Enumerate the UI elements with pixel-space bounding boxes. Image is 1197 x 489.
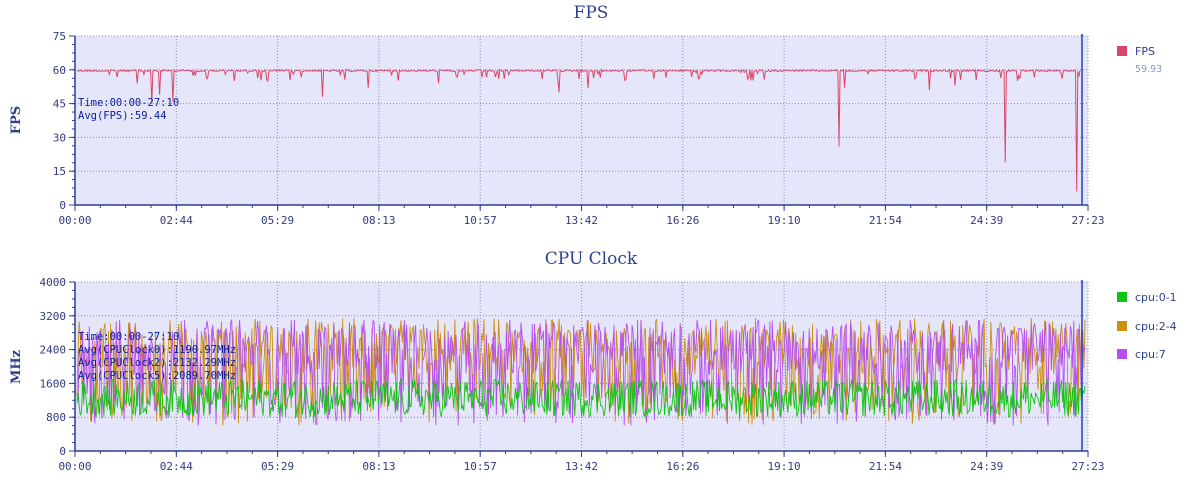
cpu-series-line-cpu-2-4 bbox=[76, 317, 1086, 426]
x-tick-label: 27:23 bbox=[1071, 460, 1104, 473]
x-tick-label: 02:44 bbox=[160, 214, 193, 227]
legend-value-fps: 59.93 bbox=[1135, 64, 1162, 75]
y-tick-label: 4000 bbox=[40, 276, 67, 289]
x-tick-label: 08:13 bbox=[362, 214, 395, 227]
y-tick-label: 75 bbox=[53, 30, 66, 43]
cpu-average-clock2: Avg(CPUClock2):2132.29MHz bbox=[78, 357, 236, 369]
legend-swatch-fps bbox=[1117, 46, 1127, 56]
y-tick-label: 800 bbox=[46, 411, 66, 424]
cpu-y-axis-label: MHz bbox=[9, 350, 24, 384]
legend-swatch-cpu-0-1 bbox=[1117, 292, 1127, 302]
y-tick-label: 30 bbox=[53, 131, 66, 144]
x-tick-label: 21:54 bbox=[869, 214, 902, 227]
legend-label-fps: FPS bbox=[1135, 45, 1155, 58]
cpu-series-line-cpu-7 bbox=[76, 318, 1086, 426]
y-tick-label: 60 bbox=[53, 64, 66, 77]
x-tick-label: 00:00 bbox=[58, 214, 91, 227]
x-tick-label: 21:54 bbox=[869, 460, 902, 473]
x-tick-label: 13:42 bbox=[565, 460, 598, 473]
fps-legend: FPS 59.93 bbox=[1117, 45, 1162, 75]
cpu-average-clock5: Avg(CPUClock5):2089.70MHz bbox=[78, 370, 236, 382]
y-tick-label: 2400 bbox=[40, 344, 67, 357]
x-tick-label: 10:57 bbox=[464, 214, 497, 227]
cpu-average-clock0: Avg(CPUClock0):1190.97MHz bbox=[78, 344, 236, 356]
cpu-series-line-cpu-0-1 bbox=[76, 377, 1086, 419]
x-tick-label: 05:29 bbox=[261, 460, 294, 473]
legend-label-cpu-0-1: cpu:0-1 bbox=[1135, 291, 1177, 304]
x-tick-label: 24:39 bbox=[970, 214, 1003, 227]
y-tick-label: 45 bbox=[53, 98, 66, 111]
y-tick-label: 0 bbox=[59, 445, 66, 458]
fps-series-line bbox=[76, 68, 1081, 192]
cpu-time-range: Time:00:00-27:10 bbox=[78, 331, 179, 343]
fps-average: Avg(FPS):59.44 bbox=[78, 110, 167, 122]
cpu-chart-title: CPU Clock bbox=[545, 249, 638, 269]
fps-y-axis-label: FPS bbox=[9, 106, 24, 134]
y-tick-label: 15 bbox=[53, 165, 66, 178]
x-tick-label: 05:29 bbox=[261, 214, 294, 227]
x-tick-label: 10:57 bbox=[464, 460, 497, 473]
x-tick-label: 16:26 bbox=[666, 460, 699, 473]
legend-swatch-cpu-7 bbox=[1117, 349, 1127, 359]
x-tick-label: 13:42 bbox=[565, 214, 598, 227]
legend-swatch-cpu-2-4 bbox=[1117, 321, 1127, 331]
y-tick-label: 1600 bbox=[40, 377, 67, 390]
x-tick-label: 27:23 bbox=[1071, 214, 1104, 227]
cpu-clock-chart: CPU Clock MHz 4000 3200 2400 1600 800 0 00:00 0… bbox=[9, 249, 1177, 473]
x-tick-label: 08:13 bbox=[362, 460, 395, 473]
x-tick-label: 19:10 bbox=[768, 214, 801, 227]
legend-label-cpu-2-4: cpu:2-4 bbox=[1135, 320, 1177, 333]
fps-chart: FPS FPS 75 60 45 30 15 0 00:00 02:44 05:29 08:13 1… bbox=[9, 3, 1162, 227]
x-tick-label: 19:10 bbox=[768, 460, 801, 473]
legend-label-cpu-7: cpu:7 bbox=[1135, 348, 1166, 361]
y-tick-label: 3200 bbox=[40, 310, 67, 323]
y-tick-label: 0 bbox=[59, 199, 66, 212]
x-tick-label: 16:26 bbox=[666, 214, 699, 227]
x-tick-label: 02:44 bbox=[160, 460, 193, 473]
cpu-legend: cpu:0-1 cpu:2-4 cpu:7 bbox=[1117, 291, 1177, 361]
x-tick-label: 00:00 bbox=[58, 460, 91, 473]
fps-chart-title: FPS bbox=[574, 3, 609, 23]
fps-time-range: Time:00:00-27:10 bbox=[78, 97, 179, 109]
x-tick-label: 24:39 bbox=[970, 460, 1003, 473]
